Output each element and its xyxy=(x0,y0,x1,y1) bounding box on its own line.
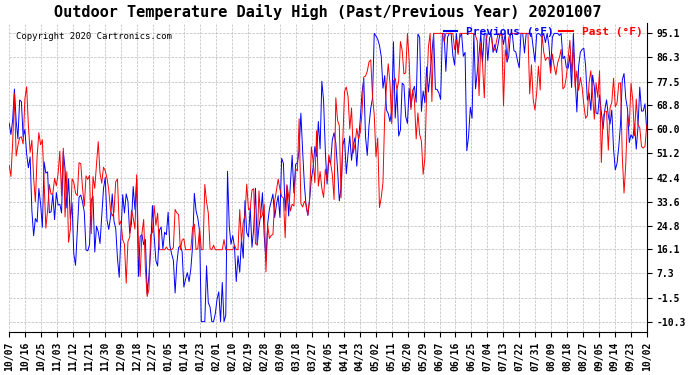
Legend: Previous (°F), Past (°F): Previous (°F), Past (°F) xyxy=(440,23,647,42)
Text: Copyright 2020 Cartronics.com: Copyright 2020 Cartronics.com xyxy=(16,32,171,41)
Title: Outdoor Temperature Daily High (Past/Previous Year) 20201007: Outdoor Temperature Daily High (Past/Pre… xyxy=(55,4,602,20)
